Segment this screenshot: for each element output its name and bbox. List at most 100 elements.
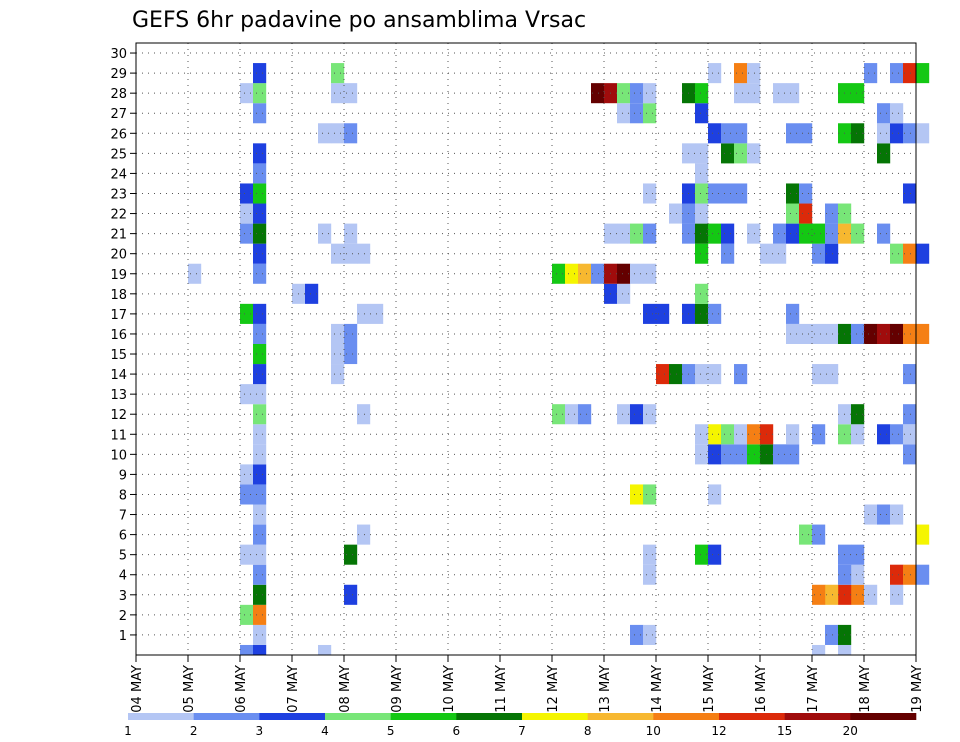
precip-cell [630,404,644,425]
precip-cell [786,83,800,104]
precip-cell [747,63,761,84]
precip-cell [188,263,202,284]
precip-cell [253,83,267,104]
precip-cell [240,223,254,244]
x-tick-label: 05 MAY [182,665,197,713]
y-tick-label: 17 [110,308,127,323]
precip-cell [916,63,930,84]
precip-cell [318,123,332,144]
precip-cell [903,323,917,344]
precip-cell [240,384,254,405]
precip-cell [331,364,345,385]
precip-cell [253,303,267,324]
x-tick-label: 12 MAY [546,665,561,713]
precip-cell [344,323,358,344]
precip-cell [734,63,748,84]
colorbar-label: 1 [124,724,132,738]
grid-layer [136,43,916,655]
colorbar-swatch [587,713,654,720]
precip-cell [708,63,722,84]
precip-cell [695,364,709,385]
y-tick-label: 28 [110,87,127,102]
precip-cell [643,484,657,505]
precip-cell [643,83,657,104]
precip-cell [708,364,722,385]
precip-cell [344,343,358,365]
precip-cell [721,183,735,204]
precip-cell [643,544,657,565]
precip-cell [552,263,566,284]
colorbar-label: 6 [452,724,460,738]
precip-cell [695,424,709,445]
precip-cell [253,584,267,605]
colorbar-swatch [653,713,720,720]
precip-cell [825,624,839,645]
y-tick-label: 9 [119,468,127,483]
precip-cell [812,364,826,385]
x-tick-label: 13 MAY [598,665,613,713]
precip-cell [344,123,358,144]
precip-cell [903,404,917,425]
precip-cell [877,143,891,164]
precip-cell [695,203,709,224]
colorbar-label: 10 [646,724,661,738]
colorbar-swatch [325,713,391,720]
precip-cell [721,243,735,264]
precip-cell [695,283,709,304]
precip-cell [773,83,787,104]
precip-cell [747,223,761,244]
precip-cell [253,143,267,164]
precip-cell [903,424,917,445]
precip-cell [331,83,345,104]
precip-cell [630,484,644,505]
precip-cell [903,243,917,264]
precip-cell [630,624,644,645]
precip-cell [617,103,631,124]
precip-cell [695,243,709,264]
precip-cell [630,103,644,124]
precip-cell [565,263,579,284]
precip-cell [708,303,722,324]
precip-cell [669,364,683,385]
precip-cell [890,63,904,84]
colorbar-legend: 1 2 3 4 5 6 7 8 10 12 15 20 [124,713,917,738]
precip-cell [643,103,657,124]
y-tick-label: 14 [110,368,127,383]
precip-cell [799,183,813,204]
colorbar-swatch [522,713,588,720]
precip-cell [773,243,787,264]
y-tick-label: 4 [119,569,127,584]
precip-cell [903,364,917,385]
y-axis: 1234567891011121314151617181920212223242… [110,47,136,644]
precip-cell [643,564,657,585]
precip-cell [799,203,813,224]
precip-cell [253,223,267,244]
precip-cell [253,464,267,485]
precip-cell [890,123,904,144]
precip-cell [877,223,891,244]
y-tick-label: 16 [110,328,127,343]
precip-cell [799,524,813,545]
precip-cell [708,123,722,144]
precip-cell [825,584,839,605]
precip-cell [903,123,917,144]
x-tick-label: 08 MAY [338,665,353,713]
precip-cell [253,564,267,585]
plot-frame [135,42,917,656]
precip-cell [253,444,267,465]
precip-cell [864,504,878,525]
precip-cell [695,143,709,164]
precip-cell [357,303,371,324]
precip-cell [877,323,891,344]
precip-cell [253,243,267,264]
x-tick-label: 16 MAY [754,665,769,713]
precip-cell [747,143,761,164]
precip-cell [851,584,865,605]
precip-cell [240,303,254,324]
x-tick-label: 04 MAY [130,665,145,713]
precip-cell [240,183,254,204]
precip-cell [825,223,839,244]
precip-cell [786,323,800,344]
y-tick-label: 18 [110,288,127,303]
precip-cell [357,404,371,425]
